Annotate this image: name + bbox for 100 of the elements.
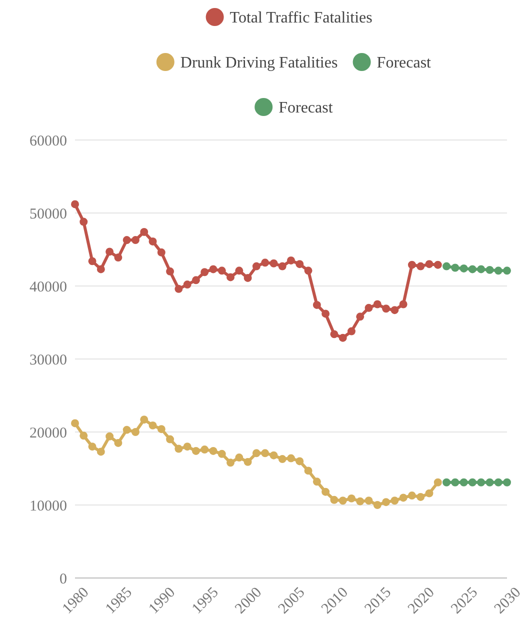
point [486, 478, 494, 486]
point [390, 306, 399, 314]
point [382, 304, 390, 313]
point [356, 497, 364, 506]
point [96, 265, 105, 274]
point [460, 264, 468, 272]
point [218, 266, 226, 275]
point [399, 494, 408, 502]
point [287, 454, 295, 462]
y-tick-label: 10000 [30, 498, 67, 514]
point [209, 265, 218, 274]
point [261, 449, 270, 458]
point [312, 478, 321, 486]
point [330, 330, 338, 338]
y-tick-label: 60000 [30, 133, 67, 150]
point [330, 496, 338, 504]
point [451, 478, 460, 486]
point [304, 266, 312, 275]
point [442, 478, 451, 486]
point [494, 478, 502, 486]
point [408, 260, 416, 269]
point [477, 478, 486, 486]
point [270, 451, 278, 460]
point [322, 488, 330, 496]
legend-label: Forecast [376, 54, 432, 72]
point [244, 274, 252, 282]
point [183, 280, 192, 289]
point [425, 260, 434, 268]
legend-label: Drunk Driving Fatalities [180, 54, 338, 72]
point [503, 266, 511, 275]
point [451, 264, 460, 272]
point [390, 496, 399, 505]
point [88, 442, 96, 451]
point [322, 310, 330, 318]
point [434, 478, 442, 486]
y-tick-label: 50000 [30, 206, 67, 222]
point [312, 301, 321, 309]
point [486, 266, 494, 274]
point [174, 444, 183, 453]
point [416, 262, 425, 270]
point [192, 276, 200, 284]
point [71, 419, 79, 428]
point [356, 312, 364, 321]
point [373, 501, 382, 509]
point [468, 478, 476, 486]
point [183, 442, 192, 451]
point [218, 450, 226, 458]
point [287, 256, 295, 264]
point [122, 236, 131, 244]
point [434, 260, 442, 269]
point [140, 228, 148, 236]
point [166, 435, 174, 444]
point [80, 218, 88, 226]
point [226, 273, 235, 282]
point [148, 237, 157, 246]
point [244, 458, 252, 466]
point [347, 494, 356, 502]
point [114, 254, 122, 262]
point [503, 478, 511, 486]
point [425, 489, 434, 498]
point [157, 248, 166, 256]
point [157, 425, 166, 434]
point [252, 262, 260, 270]
point [399, 300, 408, 308]
point [166, 267, 174, 276]
point [442, 262, 451, 270]
y-tick-label: 0 [60, 571, 67, 588]
legend-label: Forecast [278, 100, 334, 117]
point [106, 248, 114, 256]
point [131, 236, 140, 244]
point [209, 447, 218, 455]
point [364, 496, 373, 505]
y-tick-label: 40000 [30, 279, 67, 296]
point [252, 449, 260, 458]
point [278, 455, 286, 463]
point [122, 426, 131, 434]
point [192, 447, 200, 455]
point [200, 446, 209, 454]
point [382, 498, 390, 506]
legend-label: Total Traffic Fatalities [230, 10, 372, 27]
point [96, 448, 105, 456]
point [174, 284, 183, 293]
point [416, 492, 425, 501]
point [114, 438, 122, 447]
point [261, 258, 270, 267]
point [364, 304, 373, 312]
point [347, 327, 356, 336]
point [106, 432, 114, 440]
point [278, 262, 286, 270]
point [296, 457, 304, 466]
point [468, 265, 476, 274]
y-tick-label: 20000 [30, 425, 67, 442]
point [140, 416, 148, 424]
point [408, 492, 416, 500]
point [296, 260, 304, 268]
point [477, 265, 486, 274]
point [270, 259, 278, 268]
point [373, 300, 382, 308]
y-tick-label: 30000 [30, 352, 67, 368]
point [338, 496, 347, 505]
